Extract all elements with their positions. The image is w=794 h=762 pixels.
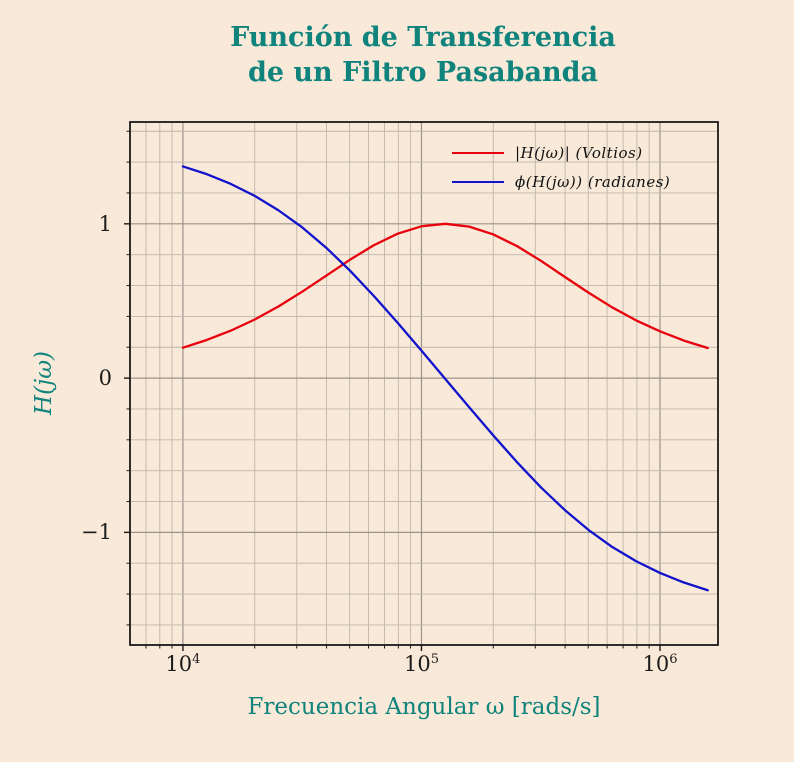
chart-title-line1: Función de Transferencia [230, 22, 616, 53]
legend-label-magnitude: |H(jω)| (Voltios) [515, 144, 643, 162]
y-axis-label: H(jω) [31, 351, 57, 415]
x-tick-label-1e5: 105 [404, 652, 439, 676]
chart-title: Función de Transferencia de un Filtro Pa… [103, 20, 743, 90]
legend-line-phase [452, 181, 504, 183]
x-tick-exponent: 4 [192, 652, 201, 667]
y-tick-label-1: 1 [98, 211, 112, 236]
legend-label-phase: ϕ(H(jω)) (radianes) [515, 173, 671, 191]
x-tick-label-1e4: 104 [165, 652, 200, 676]
legend-entry-magnitude: |H(jω)| (Voltios) [452, 144, 670, 162]
plot-border [129, 121, 719, 646]
x-tick-base: 10 [642, 652, 670, 676]
x-tick-exponent: 5 [430, 652, 439, 667]
legend-entry-phase: ϕ(H(jω)) (radianes) [452, 173, 670, 191]
x-tick-base: 10 [403, 652, 431, 676]
magnitude-curve [181, 222, 709, 350]
y-tick-label-neg1: −1 [81, 520, 112, 545]
x-tick-label-1e6: 106 [643, 652, 678, 676]
x-tick-base: 10 [165, 652, 193, 676]
x-axis-label: Frecuencia Angular ω [rads/s] [247, 694, 601, 720]
x-tick-exponent: 6 [669, 652, 678, 667]
legend-line-magnitude [452, 152, 504, 154]
phase-curve [181, 165, 709, 592]
legend: |H(jω)| (Voltios) ϕ(H(jω)) (radianes) [452, 144, 670, 191]
plot-area [124, 121, 719, 651]
y-tick-label-0: 0 [98, 366, 112, 391]
chart-title-line2: de un Filtro Pasabanda [247, 57, 599, 89]
